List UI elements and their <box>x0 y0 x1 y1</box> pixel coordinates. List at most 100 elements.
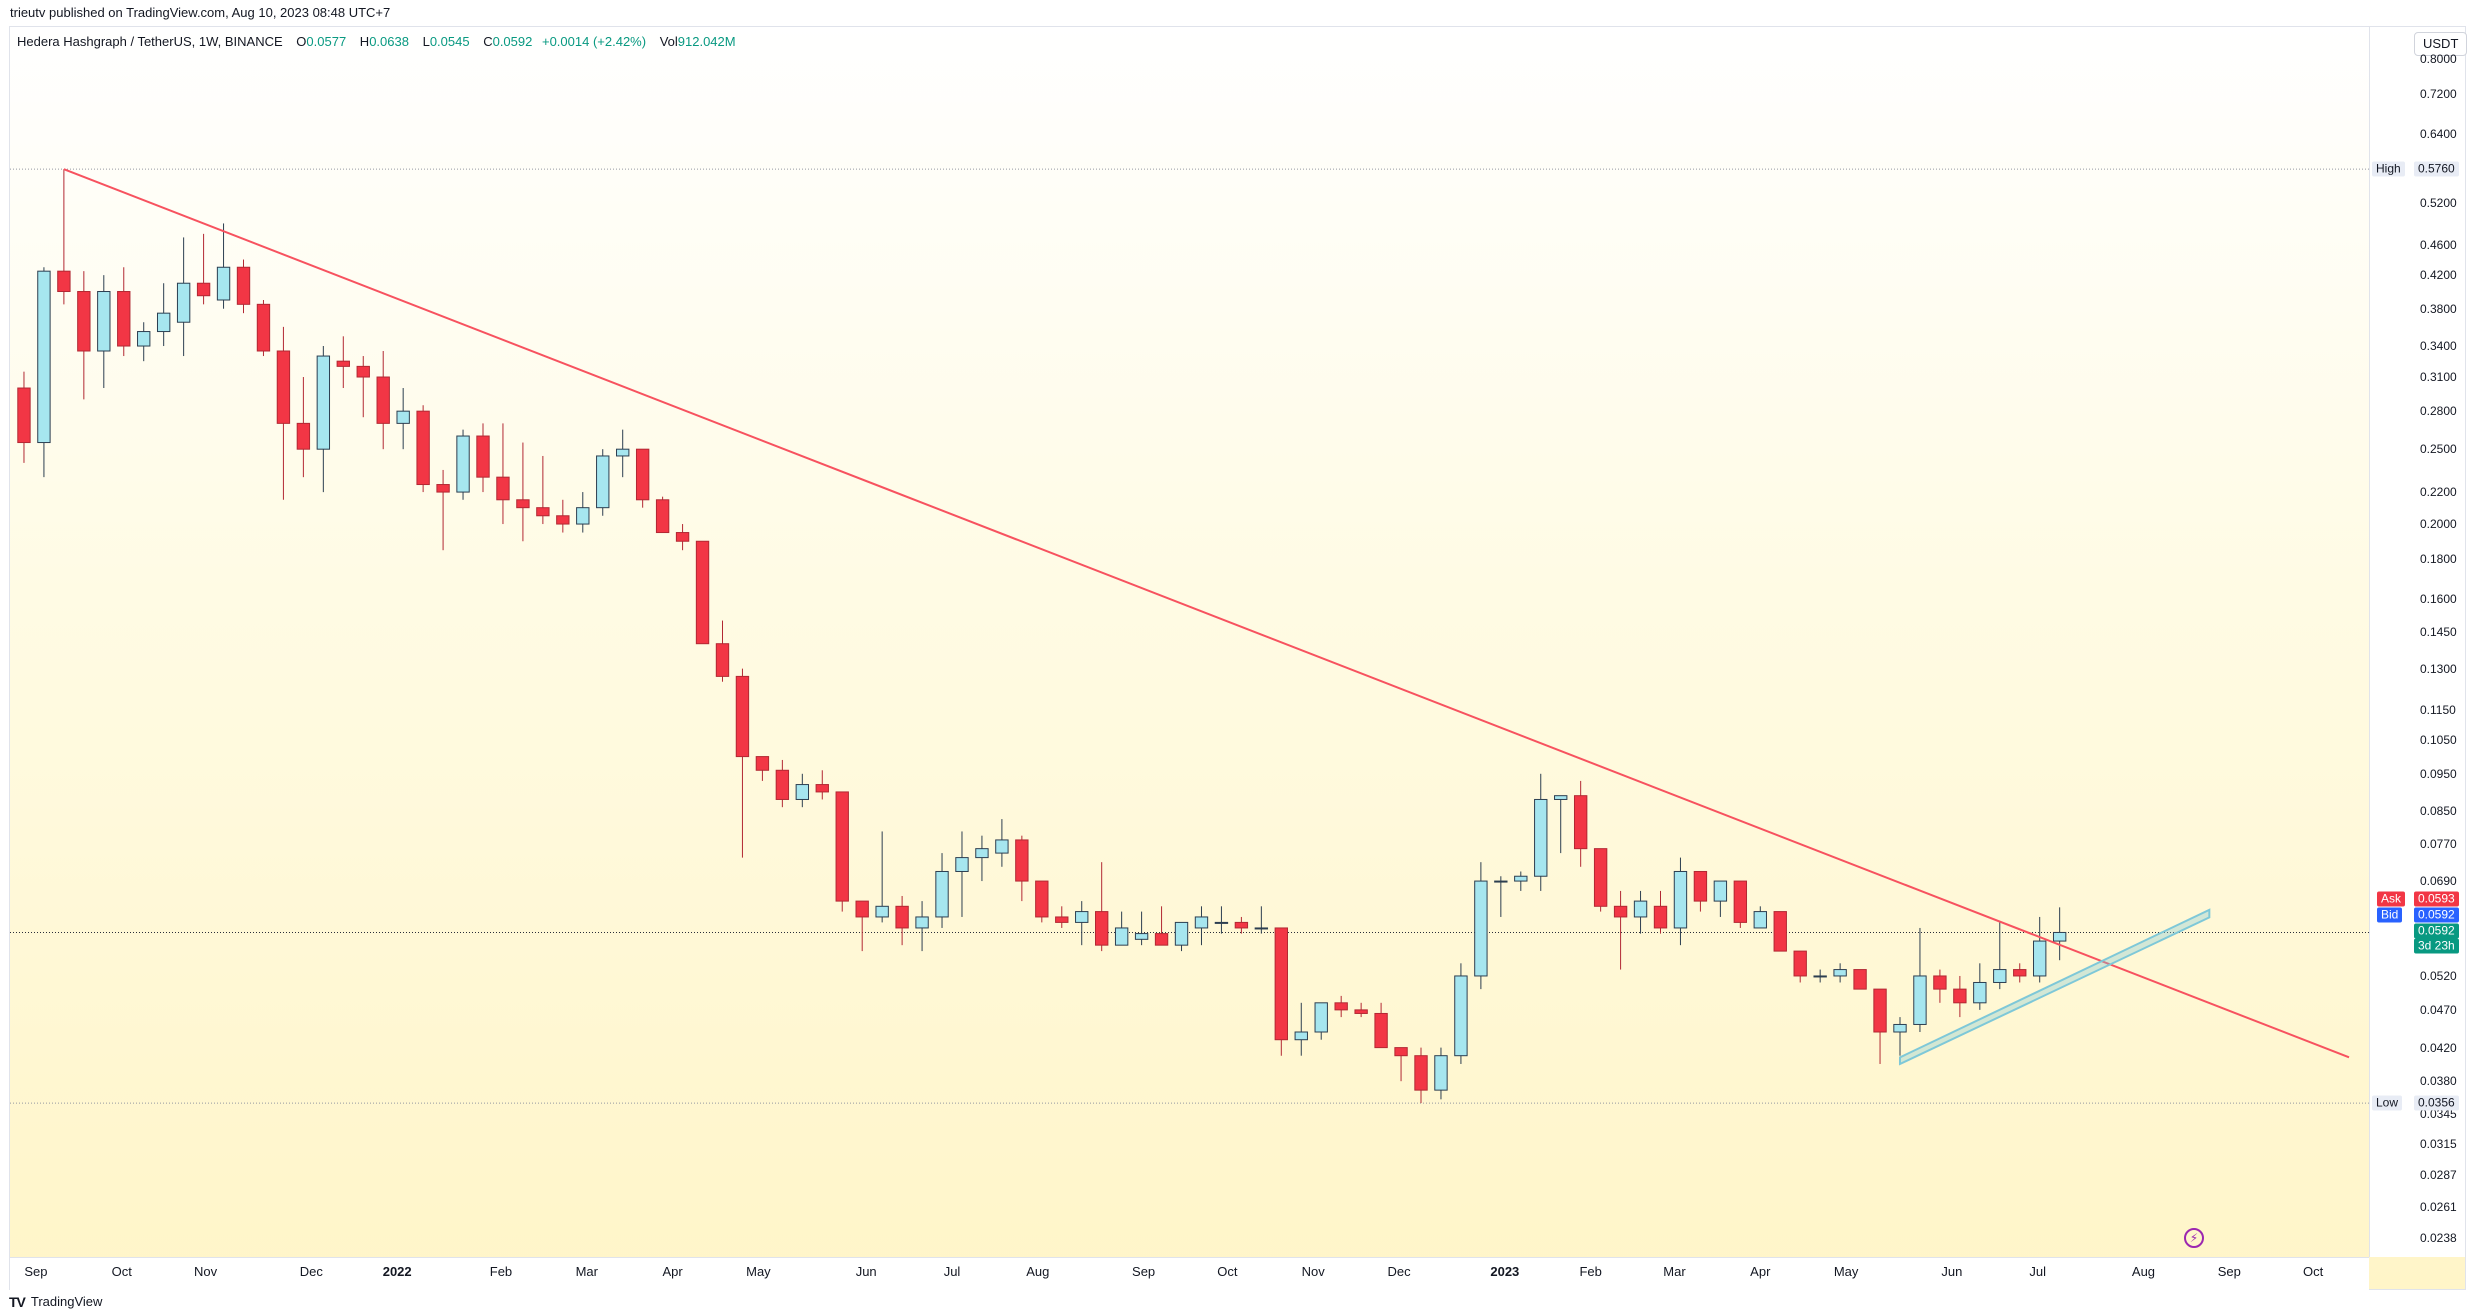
candle-down <box>1035 880 1049 918</box>
candle-up <box>1454 975 1468 1057</box>
time-label: Sep <box>2217 1264 2241 1279</box>
candle-down <box>356 365 370 378</box>
candle-down <box>196 282 211 297</box>
candle-up <box>1174 921 1189 946</box>
chart-frame <box>9 26 2466 1290</box>
candle-down <box>715 643 730 677</box>
candle-down <box>1733 880 1748 923</box>
candle-down <box>236 266 251 305</box>
high-value: 0.0638 <box>369 34 409 49</box>
candle-down <box>755 756 770 771</box>
candle-up <box>576 507 590 525</box>
time-label: Sep <box>24 1264 48 1279</box>
candle-down <box>1573 795 1588 850</box>
time-label: Jul <box>943 1264 961 1279</box>
candle-down <box>1094 911 1109 946</box>
price-tick-label: 0.1300 <box>2420 661 2457 676</box>
price-tick-label: 0.6400 <box>2420 126 2457 141</box>
candle-down <box>1933 975 1947 990</box>
time-label: Sep <box>1132 1264 1156 1279</box>
candle-down <box>1274 927 1288 1041</box>
price-tick-label: 0.0770 <box>2420 837 2457 852</box>
plot-area[interactable] <box>10 27 2369 1257</box>
low-label: L <box>422 34 430 49</box>
time-label: May <box>746 1264 771 1279</box>
open-label: O <box>296 34 307 49</box>
candle-up <box>1833 969 1847 977</box>
bid-value-tag: 0.0592 <box>2414 907 2459 923</box>
candle-up <box>137 331 151 347</box>
lightning-icon[interactable]: ⚡ <box>2184 1228 2204 1248</box>
candle-down <box>416 410 430 486</box>
candle-up <box>316 355 331 450</box>
candle-down <box>1374 1012 1388 1049</box>
price-tick-label: 0.1800 <box>2420 552 2457 567</box>
candle-up <box>1993 969 2007 983</box>
candle-up <box>1633 900 1648 918</box>
candle-down <box>655 499 670 534</box>
price-axis[interactable] <box>2369 27 2465 1257</box>
low-label-tag: Low <box>2372 1095 2403 1111</box>
ask-value-tag: 0.0593 <box>2414 891 2459 907</box>
high-label-tag: High <box>2372 161 2405 177</box>
candle-down <box>1354 1009 1368 1014</box>
price-tick-label: 0.0520 <box>2420 968 2457 983</box>
symbol-title[interactable]: Hedera Hashgraph / TetherUS, 1W, BINANCE <box>17 34 283 49</box>
price-tick-label: 0.1150 <box>2420 702 2456 717</box>
currency-button[interactable]: USDT <box>2414 32 2468 56</box>
high-value-tag: 0.5760 <box>2414 161 2459 177</box>
time-label: Oct <box>111 1264 132 1279</box>
price-tick-label: 0.4600 <box>2420 237 2457 252</box>
candle-up <box>1713 880 1728 902</box>
time-axis[interactable] <box>10 1257 2369 1290</box>
candle-up <box>156 312 171 333</box>
change-value: +0.0014 (+2.42%) <box>541 34 647 49</box>
candle-up <box>1254 927 1269 930</box>
candle-up <box>795 784 810 800</box>
time-label: May <box>1833 1264 1859 1279</box>
candle-up <box>596 455 610 509</box>
price-tick-label: 0.0380 <box>2420 1074 2457 1089</box>
candle-up <box>875 905 889 918</box>
candle-up <box>1534 798 1548 877</box>
price-tick-label: 0.3800 <box>2420 301 2457 316</box>
candle-down <box>1873 988 1887 1033</box>
candle-down <box>1414 1055 1428 1091</box>
price-tick-label: 0.3400 <box>2420 339 2457 354</box>
candle-up <box>995 839 1009 854</box>
price-tick-label: 0.8000 <box>2420 51 2457 66</box>
candle-down <box>815 784 829 793</box>
candle-up <box>1114 927 1129 946</box>
candle-up <box>37 270 51 444</box>
candle-up <box>616 448 630 457</box>
candle-down <box>1234 921 1249 929</box>
footer-brand[interactable]: TV TradingView <box>9 1292 102 1312</box>
candlestick-chart[interactable] <box>10 27 2369 1257</box>
candle-down <box>1593 848 1608 907</box>
candle-down <box>895 905 909 929</box>
low-value: 0.0545 <box>429 34 470 49</box>
published-info: trieutv published on TradingView.com, Au… <box>10 5 391 20</box>
candle-down <box>695 540 710 645</box>
candle-down <box>1773 911 1787 952</box>
candle-up <box>97 291 111 352</box>
time-label: Jun <box>1941 1264 1963 1279</box>
candle-down <box>256 303 271 352</box>
candle-up <box>1514 875 1528 882</box>
candle-down <box>276 350 291 424</box>
candle-up <box>1753 911 1767 929</box>
candle-up <box>1913 975 1927 1025</box>
candle-up <box>1973 981 1987 1004</box>
close-label: C <box>483 34 493 49</box>
tradingview-logo-icon: TV <box>9 1294 26 1310</box>
candle-up <box>1434 1055 1448 1091</box>
time-label: Mar <box>575 1264 598 1279</box>
candle-up <box>1813 975 1827 978</box>
price-tick-label: 0.0238 <box>2420 1231 2457 1246</box>
candle-down <box>1793 950 1807 977</box>
price-tick-label: 0.4200 <box>2420 268 2457 283</box>
candle-down <box>835 791 849 902</box>
candle-down <box>77 291 91 352</box>
high-label: H <box>359 34 370 49</box>
candle-down <box>536 507 550 517</box>
